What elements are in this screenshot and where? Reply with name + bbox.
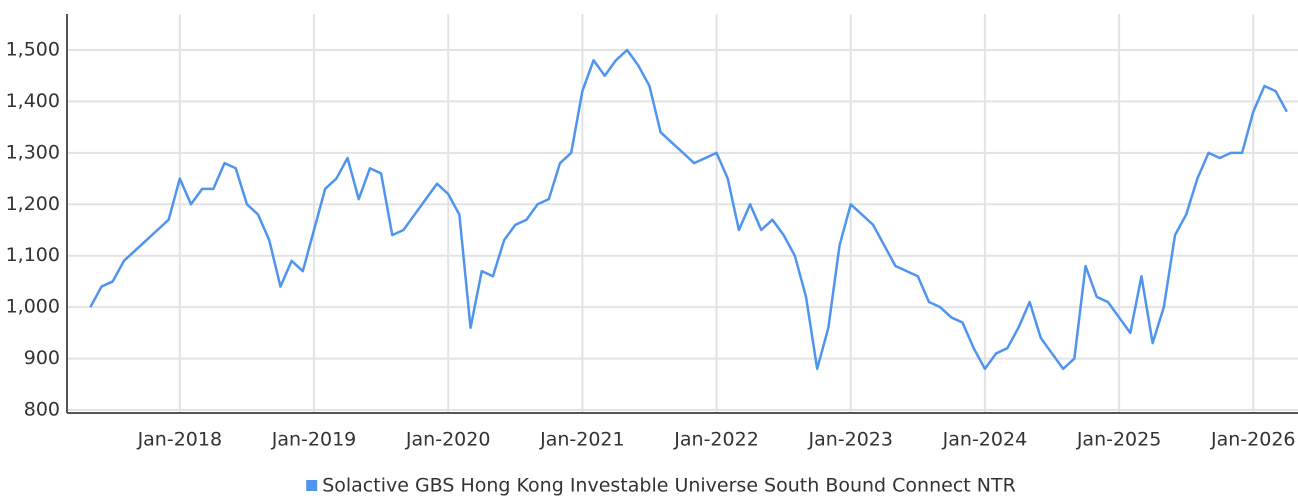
y-tick-label: 1,300 [6, 141, 60, 163]
x-tick-label: Jan-2026 [1210, 429, 1296, 451]
x-tick-label: Jan-2018 [137, 429, 223, 451]
x-tick-label: Jan-2024 [942, 429, 1028, 451]
x-tick-label: Jan-2020 [405, 429, 491, 451]
y-tick-label: 1,200 [6, 193, 60, 215]
legend-label: Solactive GBS Hong Kong Investable Unive… [322, 475, 1016, 497]
series-line [89, 48, 1288, 371]
y-tick-label: 1,000 [6, 296, 60, 318]
legend-swatch [306, 480, 318, 491]
x-tick-label: Jan-2021 [539, 429, 625, 451]
y-tick-label: 1,400 [6, 90, 60, 112]
x-tick-label: Jan-2022 [673, 429, 759, 451]
x-tick-label: Jan-2023 [807, 429, 893, 451]
x-tick-label: Jan-2019 [271, 429, 357, 451]
y-tick-label: 1,500 [6, 39, 60, 61]
x-tick-label: Jan-2025 [1076, 429, 1162, 451]
y-tick-label: 900 [24, 347, 60, 369]
y-tick-label: 800 [24, 399, 60, 421]
y-tick-label: 1,100 [6, 244, 60, 266]
